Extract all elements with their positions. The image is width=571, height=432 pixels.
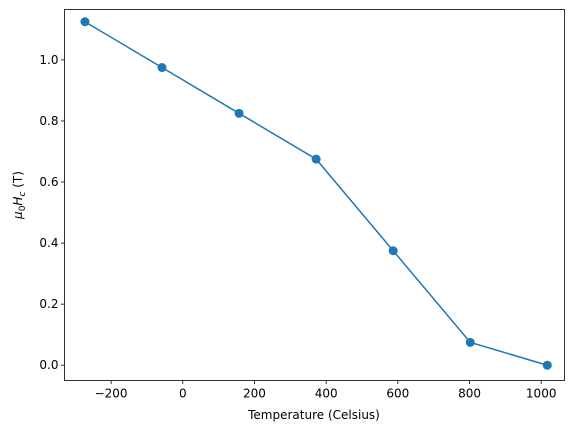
y-tick-label: 0.2: [39, 297, 58, 311]
y-label-subscript-0: 0: [18, 205, 28, 211]
y-tick-label: 0.0: [39, 358, 58, 372]
series-layer: [80, 17, 552, 370]
x-tick-label: 800: [458, 387, 481, 401]
x-tick-label: 200: [243, 387, 266, 401]
x-tick-label: 0: [179, 387, 187, 401]
y-axis: 0.0 0.2 0.4 0.6 0.8 1.0: [39, 53, 65, 372]
data-point: [311, 154, 321, 164]
x-tick-label: 400: [315, 387, 338, 401]
data-point: [80, 17, 90, 27]
plot-frame: [64, 9, 565, 381]
x-tick-label: 1000: [526, 387, 557, 401]
data-point: [542, 360, 552, 370]
y-label-subscript-c: c: [18, 192, 28, 197]
y-tick-label: 0.6: [39, 175, 58, 189]
data-point: [157, 63, 167, 73]
y-label-H: H: [11, 197, 25, 206]
y-tick-label: 1.0: [39, 53, 58, 67]
x-tick-label: −200: [95, 387, 128, 401]
y-label-unit: (T): [11, 171, 25, 192]
data-point: [388, 246, 398, 256]
y-tick-label: 0.8: [39, 114, 58, 128]
x-axis-label: Temperature (Celsius): [247, 408, 380, 422]
data-point: [465, 337, 475, 347]
y-label-mu: μ: [11, 211, 25, 220]
data-point: [234, 108, 244, 118]
y-tick-label: 0.4: [39, 236, 58, 250]
x-axis: −200 0 200 400 600 800 1000: [95, 380, 557, 401]
y-axis-label: μ0Hc (T): [11, 171, 28, 220]
plot-area: [64, 9, 565, 381]
x-tick-label: 600: [386, 387, 409, 401]
